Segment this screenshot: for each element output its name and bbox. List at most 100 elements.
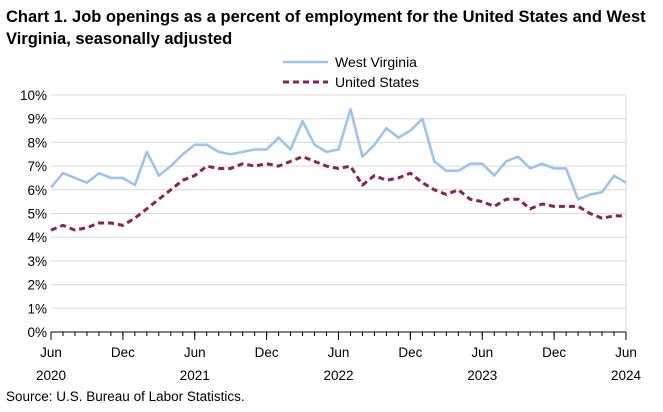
data-point-united-states	[50, 229, 52, 231]
x-tick-year: 2024	[611, 368, 642, 383]
data-point-west-virginia	[349, 108, 351, 110]
data-point-west-virginia	[62, 172, 64, 174]
legend: West Virginia United States	[283, 54, 419, 90]
y-tick-label: 7%	[27, 159, 47, 174]
source-note: Source: U.S. Bureau of Labor Statistics.	[6, 389, 245, 404]
data-point-united-states	[397, 177, 399, 179]
data-point-united-states	[158, 198, 160, 200]
data-point-united-states	[529, 208, 531, 210]
data-point-united-states	[457, 189, 459, 191]
x-tick-month: Jun	[40, 345, 62, 360]
gridlines	[51, 94, 627, 333]
data-point-west-virginia	[337, 148, 339, 150]
data-point-west-virginia	[194, 144, 196, 146]
data-point-united-states	[469, 198, 471, 200]
y-tick-label: 1%	[27, 301, 47, 316]
data-point-united-states	[541, 203, 543, 205]
x-tick-month: Dec	[255, 345, 279, 360]
data-point-west-virginia	[158, 174, 160, 176]
series-line-west-virginia	[50, 107, 627, 201]
data-point-west-virginia	[481, 163, 483, 165]
x-tick-month: Jun	[615, 345, 637, 360]
data-point-united-states	[206, 165, 208, 167]
data-point-west-virginia	[361, 155, 363, 157]
data-point-west-virginia	[541, 163, 543, 165]
data-point-west-virginia	[493, 174, 495, 176]
data-point-united-states	[433, 189, 435, 191]
y-tick-label: 9%	[27, 112, 47, 127]
x-tick-year: 2022	[323, 368, 353, 383]
data-point-west-virginia	[565, 167, 567, 169]
data-point-united-states	[98, 222, 100, 224]
data-point-united-states	[289, 160, 291, 162]
x-tick-year: 2020	[36, 368, 66, 383]
legend-label: West Virginia	[335, 54, 417, 70]
data-point-west-virginia	[74, 177, 76, 179]
y-tick-label: 0%	[27, 325, 47, 340]
data-point-west-virginia	[577, 198, 579, 200]
data-point-west-virginia	[313, 144, 315, 146]
y-tick-label: 3%	[27, 254, 47, 269]
x-tick-month: Jun	[184, 345, 206, 360]
data-point-united-states	[373, 174, 375, 176]
data-point-west-virginia	[625, 181, 627, 183]
data-point-united-states	[385, 179, 387, 181]
data-point-united-states	[194, 174, 196, 176]
data-point-west-virginia	[265, 148, 267, 150]
data-point-united-states	[313, 160, 315, 162]
data-point-united-states	[265, 163, 267, 165]
data-point-west-virginia	[98, 172, 100, 174]
data-point-united-states	[62, 224, 64, 226]
data-point-united-states	[481, 200, 483, 202]
data-point-united-states	[170, 189, 172, 191]
data-point-united-states	[349, 165, 351, 167]
data-point-west-virginia	[229, 153, 231, 155]
series-line-united-states	[50, 155, 626, 232]
data-point-united-states	[277, 165, 279, 167]
data-point-united-states	[505, 198, 507, 200]
data-point-west-virginia	[253, 148, 255, 150]
data-point-west-virginia	[445, 170, 447, 172]
data-point-united-states	[325, 165, 327, 167]
data-point-united-states	[134, 217, 136, 219]
y-tick-label: 6%	[27, 183, 47, 198]
data-point-united-states	[493, 205, 495, 207]
data-point-west-virginia	[301, 120, 303, 122]
data-point-united-states	[218, 167, 220, 169]
data-point-west-virginia	[110, 177, 112, 179]
data-point-united-states	[625, 215, 627, 217]
data-point-united-states	[601, 217, 603, 219]
data-point-united-states	[565, 205, 567, 207]
data-point-west-virginia	[50, 186, 52, 188]
data-point-west-virginia	[218, 151, 220, 153]
series-lines	[50, 107, 627, 232]
data-point-west-virginia	[182, 153, 184, 155]
data-point-united-states	[577, 205, 579, 207]
x-tick-month: Dec	[398, 345, 422, 360]
data-point-west-virginia	[86, 181, 88, 183]
data-point-united-states	[553, 205, 555, 207]
data-point-united-states	[445, 193, 447, 195]
x-axis: Jun 2020 Dec Jun 2021 Dec Jun 2022 Dec Jun 2023 Dec…	[36, 331, 642, 383]
data-point-united-states	[122, 224, 124, 226]
data-point-west-virginia	[170, 165, 172, 167]
x-tick-year: 2021	[180, 368, 210, 383]
data-point-united-states	[517, 198, 519, 200]
data-point-west-virginia	[241, 151, 243, 153]
data-point-united-states	[241, 163, 243, 165]
x-tick-year: 2023	[467, 368, 497, 383]
data-point-west-virginia	[601, 191, 603, 193]
data-point-united-states	[421, 181, 423, 183]
data-point-west-virginia	[134, 184, 136, 186]
data-point-united-states	[589, 212, 591, 214]
y-axis: 0% 1% 2% 3% 4% 5% 6% 7% 8% 9% 10%	[20, 88, 47, 340]
data-point-west-virginia	[373, 144, 375, 146]
data-point-west-virginia	[421, 118, 423, 120]
data-point-west-virginia	[277, 136, 279, 138]
data-point-west-virginia	[469, 163, 471, 165]
data-point-united-states	[253, 165, 255, 167]
x-tick-month: Jun	[328, 345, 350, 360]
legend-label: United States	[335, 74, 419, 90]
x-tick-month: Jun	[471, 345, 493, 360]
